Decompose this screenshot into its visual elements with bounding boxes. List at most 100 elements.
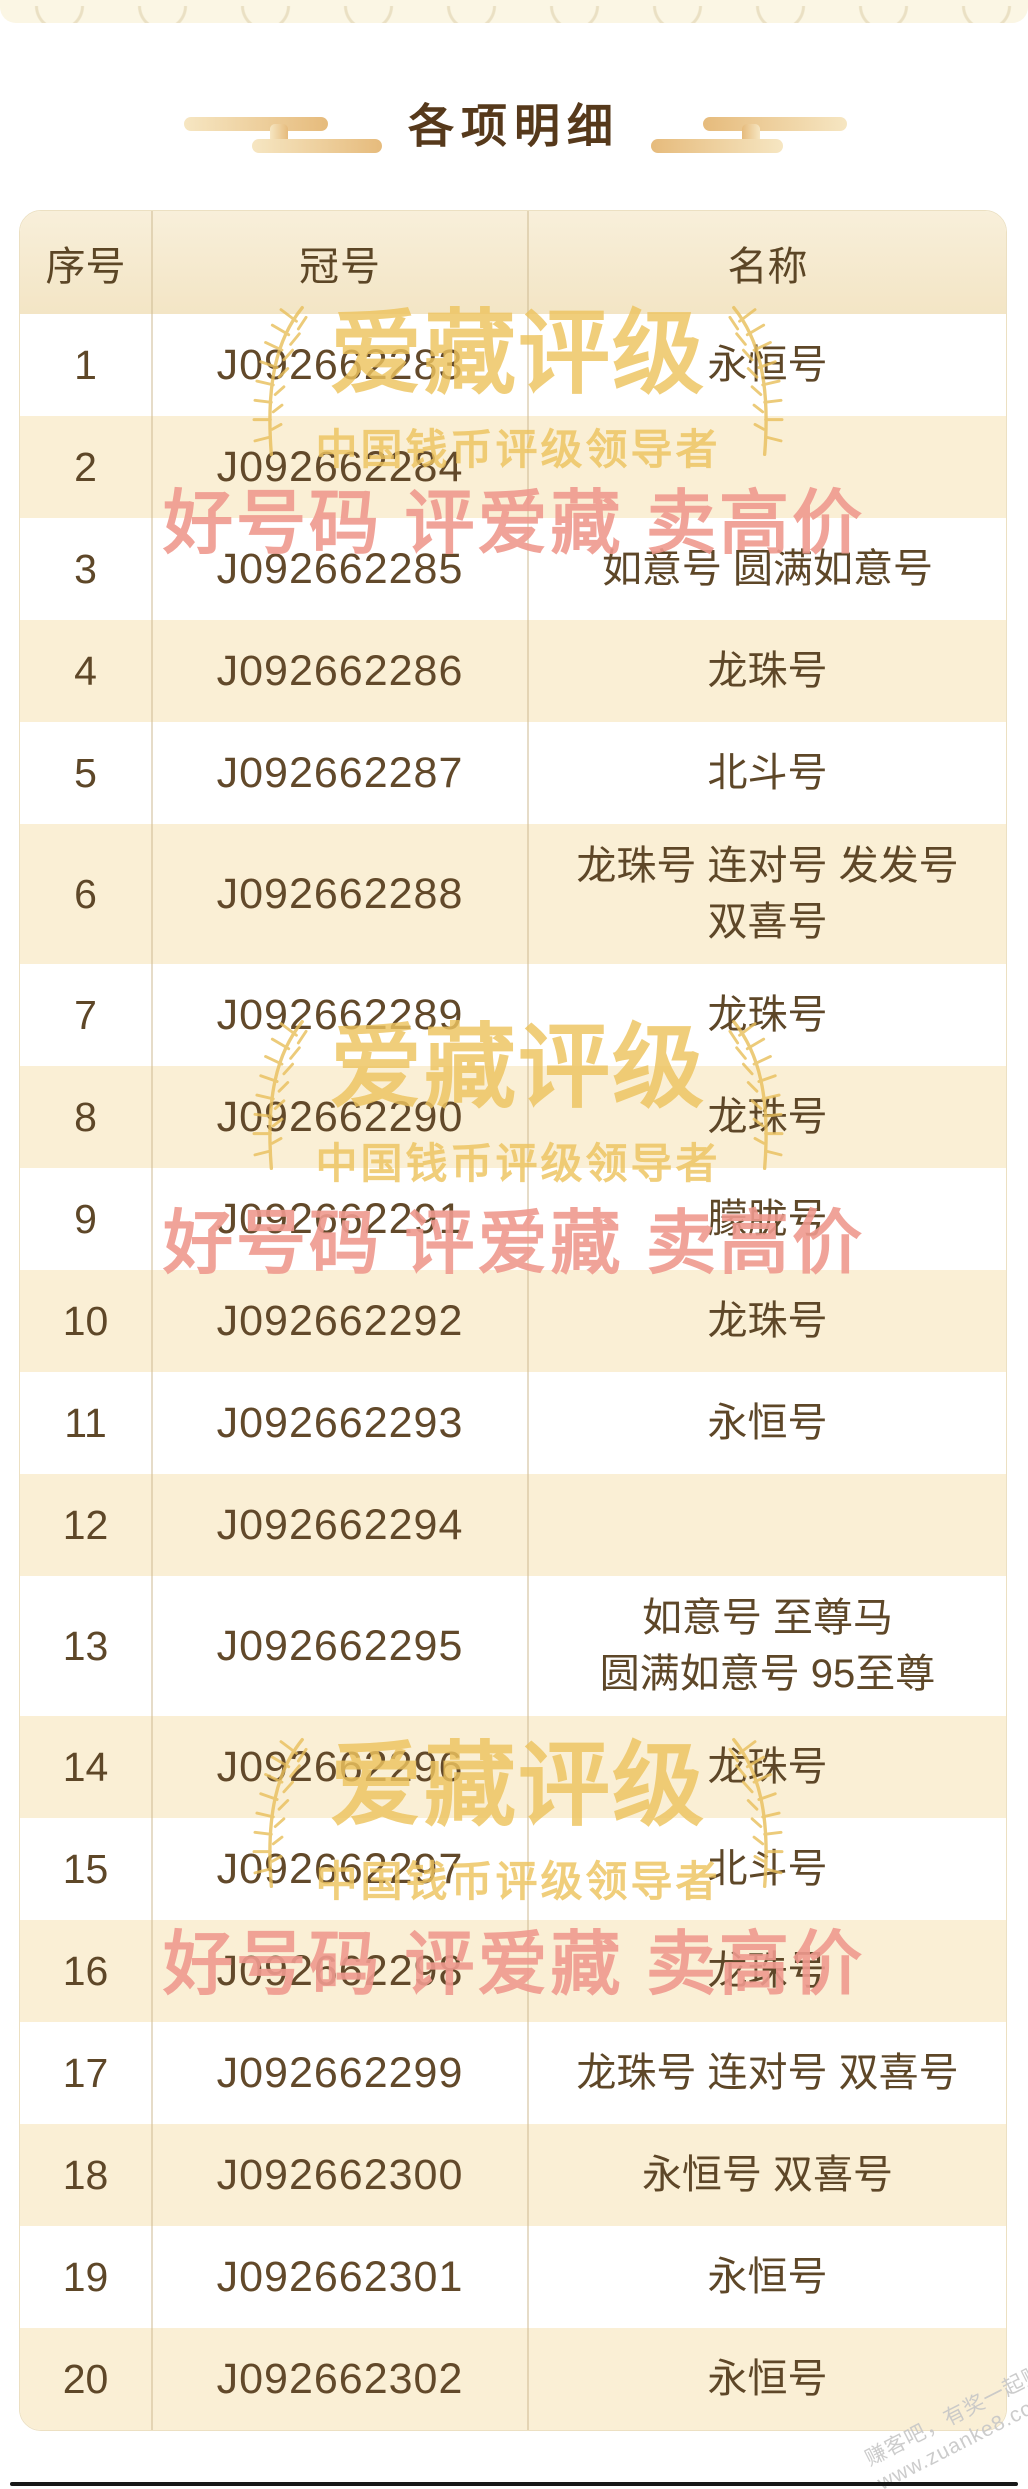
row-index-cell: 19 — [20, 2226, 153, 2328]
serial-number-cell: J092662297 — [153, 1818, 529, 1920]
table-row: 1 J092662283 永恒号 — [20, 314, 1006, 416]
name-cell: 龙珠号 — [529, 1716, 1006, 1818]
serial-number-cell: J092662289 — [153, 964, 529, 1066]
serial-number-cell: J092662300 — [153, 2124, 529, 2226]
name-cell: 永恒号 — [529, 2226, 1006, 2328]
serial-number-cell: J092662296 — [153, 1716, 529, 1818]
name-line-1: 如意号 至尊马 — [641, 1596, 894, 1640]
serial-number-cell: J092662294 — [153, 1474, 529, 1576]
name-cell: 龙珠号 — [529, 1920, 1006, 2022]
table-row: 13 J092662295 如意号 至尊马 圆满如意号 95至尊 — [20, 1576, 1006, 1716]
row-index-cell: 17 — [20, 2022, 153, 2124]
name-cell: 如意号 至尊马 圆满如意号 95至尊 — [529, 1576, 1006, 1716]
name-cell: 龙珠号 — [529, 1270, 1006, 1372]
table-row: 15 J092662297 北斗号 — [20, 1818, 1006, 1920]
row-index-cell: 10 — [20, 1270, 153, 1372]
table-row: 6 J092662288 龙珠号 连对号 发发号 双喜号 — [20, 824, 1006, 964]
name-cell: 如意号 圆满如意号 — [529, 518, 1006, 620]
table-row: 9 J092662291 朦胧号 — [20, 1168, 1006, 1270]
serial-number-cell: J092662287 — [153, 722, 529, 824]
title-flourish-right-icon — [703, 117, 847, 131]
page-title: 各项明细 — [408, 101, 620, 152]
serial-number-cell: J092662298 — [153, 1920, 529, 2022]
serial-number-cell: J092662290 — [153, 1066, 529, 1168]
column-header-serial: 冠号 — [153, 211, 529, 314]
row-index-cell: 20 — [20, 2328, 153, 2430]
name-line-1: 如意号 圆满如意号 — [601, 547, 934, 591]
name-line-1: 永恒号 — [707, 343, 828, 387]
row-index-cell: 14 — [20, 1716, 153, 1818]
table-row: 12 J092662294 — [20, 1474, 1006, 1576]
name-cell: 龙珠号 — [529, 620, 1006, 722]
serial-number-cell: J092662295 — [153, 1576, 529, 1716]
serial-number-cell: J092662299 — [153, 2022, 529, 2124]
row-index-cell: 8 — [20, 1066, 153, 1168]
serial-number-cell: J092662292 — [153, 1270, 529, 1372]
name-line-1: 永恒号 双喜号 — [641, 2153, 894, 2197]
name-line-1: 朦胧号 — [707, 1197, 828, 1241]
table-row: 17 J092662299 龙珠号 连对号 双喜号 — [20, 2022, 1006, 2124]
name-line-2: 圆满如意号 95至尊 — [599, 1652, 936, 1696]
name-line-1: 龙珠号 — [707, 649, 828, 693]
name-line-1: 北斗号 — [707, 751, 828, 795]
column-header-index: 序号 — [20, 211, 153, 314]
table-row: 18 J092662300 永恒号 双喜号 — [20, 2124, 1006, 2226]
serial-number-cell: J092662291 — [153, 1168, 529, 1270]
serial-number-cell: J092662283 — [153, 314, 529, 416]
table-row: 10 J092662292 龙珠号 — [20, 1270, 1006, 1372]
row-index-cell: 9 — [20, 1168, 153, 1270]
serial-number-cell: J092662301 — [153, 2226, 529, 2328]
name-cell: 龙珠号 — [529, 964, 1006, 1066]
row-index-cell: 13 — [20, 1576, 153, 1716]
name-cell: 永恒号 双喜号 — [529, 2124, 1006, 2226]
title-flourish-left-icon — [184, 117, 328, 131]
table-row: 5 J092662287 北斗号 — [20, 722, 1006, 824]
table-row: 20 J092662302 永恒号 — [20, 2328, 1006, 2430]
row-index-cell: 15 — [20, 1818, 153, 1920]
row-index-cell: 7 — [20, 964, 153, 1066]
name-line-1: 永恒号 — [707, 2357, 828, 2401]
details-table: 序号 冠号 名称 1 J092662283 永恒号 2 J092662284 3… — [19, 210, 1007, 2431]
row-index-cell: 2 — [20, 416, 153, 518]
serial-number-cell: J092662288 — [153, 824, 529, 964]
row-index-cell: 18 — [20, 2124, 153, 2226]
name-line-1: 北斗号 — [707, 1847, 828, 1891]
row-index-cell: 12 — [20, 1474, 153, 1576]
table-row: 16 J092662298 龙珠号 — [20, 1920, 1006, 2022]
table-row: 19 J092662301 永恒号 — [20, 2226, 1006, 2328]
name-cell: 北斗号 — [529, 722, 1006, 824]
name-cell: 永恒号 — [529, 1372, 1006, 1474]
table-row: 2 J092662284 — [20, 416, 1006, 518]
serial-number-cell: J092662284 — [153, 416, 529, 518]
name-cell — [529, 1474, 1006, 1576]
column-header-name: 名称 — [727, 244, 808, 289]
row-index-cell: 6 — [20, 824, 153, 964]
serial-number-cell: J092662285 — [153, 518, 529, 620]
name-line-1: 永恒号 — [707, 2255, 828, 2299]
row-index-cell: 16 — [20, 1920, 153, 2022]
row-index-cell: 1 — [20, 314, 153, 416]
name-line-1: 龙珠号 — [707, 993, 828, 1037]
name-cell: 永恒号 — [529, 314, 1006, 416]
name-cell: 永恒号 — [529, 2328, 1006, 2430]
title-flourish-right-icon — [651, 139, 783, 153]
name-line-1: 龙珠号 — [707, 1299, 828, 1343]
name-line-2: 双喜号 — [707, 900, 828, 944]
name-cell — [529, 416, 1006, 518]
name-line-1: 龙珠号 — [707, 1745, 828, 1789]
table-row: 3 J092662285 如意号 圆满如意号 — [20, 518, 1006, 620]
row-index-cell: 3 — [20, 518, 153, 620]
row-index-cell: 11 — [20, 1372, 153, 1474]
name-line-1: 龙珠号 连对号 双喜号 — [576, 2051, 959, 2095]
decorative-top-banner — [0, 0, 1028, 23]
name-line-1: 永恒号 — [707, 1401, 828, 1445]
name-cell: 朦胧号 — [529, 1168, 1006, 1270]
name-cell: 北斗号 — [529, 1818, 1006, 1920]
name-line-1: 龙珠号 — [707, 1949, 828, 1993]
table-body: 1 J092662283 永恒号 2 J092662284 3 J0926622… — [20, 314, 1006, 2430]
name-line-1: 龙珠号 连对号 发发号 — [576, 844, 959, 888]
name-cell: 龙珠号 连对号 双喜号 — [529, 2022, 1006, 2124]
table-row: 11 J092662293 永恒号 — [20, 1372, 1006, 1474]
serial-number-cell: J092662286 — [153, 620, 529, 722]
